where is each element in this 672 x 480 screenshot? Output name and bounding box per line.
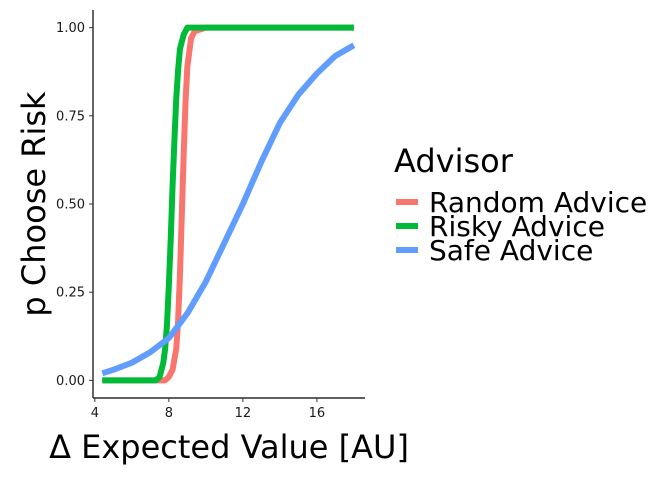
plot-series-group: [101, 24, 356, 384]
y-tick-label: 0.00: [56, 374, 85, 389]
y-tick-label: 0.75: [56, 109, 85, 124]
legend-title: Advisor: [394, 142, 514, 180]
y-ticks-group: 0.00 0.25 0.50 0.75 1.00: [56, 21, 93, 389]
series-line-safe-advice: [101, 42, 356, 377]
x-tick-label: 4: [91, 406, 99, 421]
legend-label: Random Advice: [429, 186, 647, 219]
series-line-random-advice: [102, 24, 354, 384]
x-tick-label: 12: [235, 406, 252, 421]
x-ticks-group: 4 8 12 16: [91, 398, 325, 421]
y-axis-title: p Choose Risk: [15, 91, 53, 317]
x-axis-title: Δ Expected Value [AU]: [49, 428, 409, 466]
x-tick-label: 8: [165, 406, 173, 421]
legend-label: Risky Advice: [429, 210, 605, 243]
y-tick-label: 1.00: [56, 21, 85, 36]
y-tick-label: 0.50: [56, 198, 85, 213]
x-tick-label: 16: [309, 406, 326, 421]
y-tick-label: 0.25: [56, 286, 85, 301]
legend-label: Safe Advice: [429, 234, 593, 267]
series-line-risky-advice: [102, 24, 354, 384]
